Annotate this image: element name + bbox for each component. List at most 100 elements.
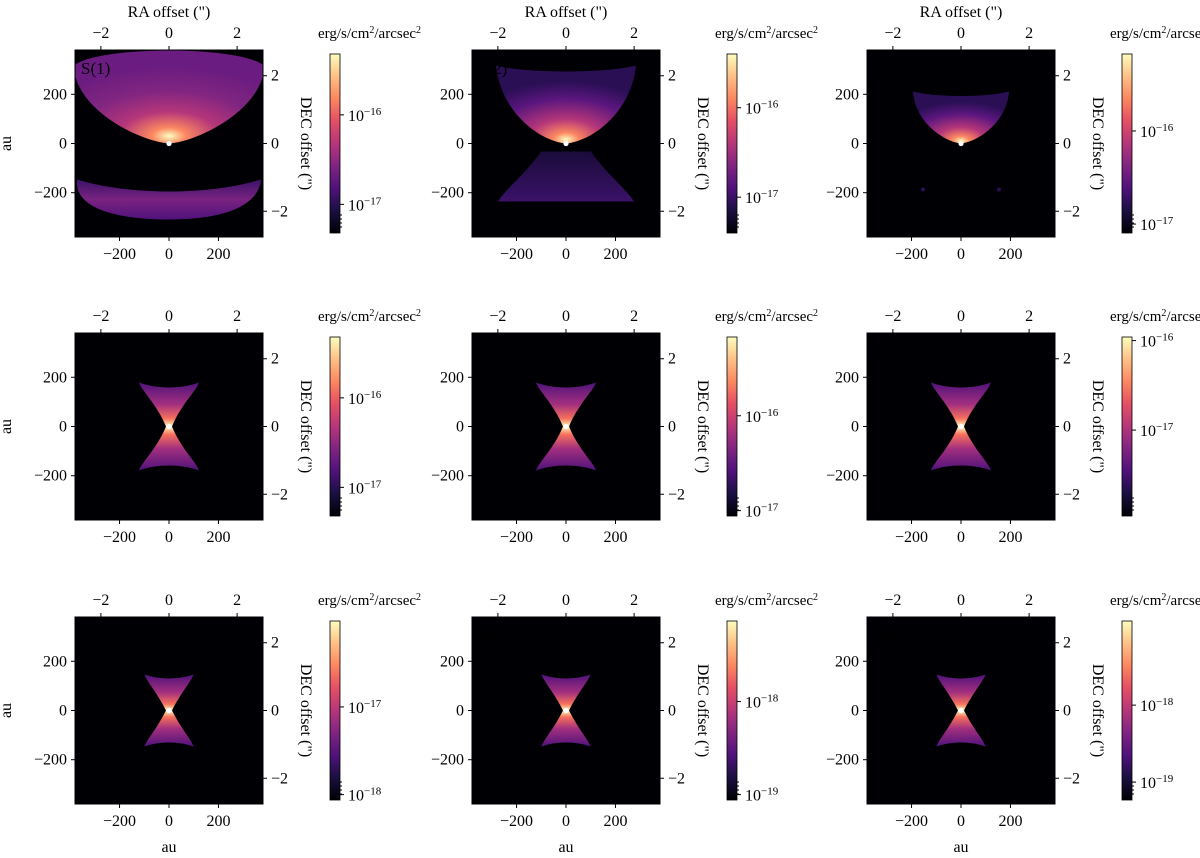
colorbar-tick-exp: −19: [761, 786, 779, 798]
colorbar-tick-label: 10−18: [1140, 696, 1174, 715]
y-tick-label: 200: [43, 86, 67, 103]
colorbar-label-sup: 2: [416, 592, 421, 603]
top-tick-label: 0: [957, 308, 965, 325]
y-tick-label: −200: [826, 185, 859, 202]
panel-title: S(2): [478, 59, 507, 78]
x-tick-label: 200: [206, 529, 230, 546]
colorbar-tick-base: 10: [745, 504, 761, 521]
x-tick-label: −200: [895, 529, 928, 546]
colorbar-gradient: [1121, 53, 1133, 234]
x-tick-label: 0: [165, 246, 173, 263]
colorbar-tick-exp: −17: [364, 478, 382, 490]
colorbar-gradient: [726, 620, 738, 801]
right-tick-label: −2: [271, 486, 288, 503]
central-source: [958, 140, 964, 147]
colorbar-label-part: /arcsec: [374, 309, 416, 325]
colorbar-tick-label: 10−19: [745, 786, 779, 805]
colorbar-label-sup: 2: [766, 25, 771, 36]
colorbar-tick-label: 10−16: [1140, 332, 1174, 351]
bottom-au-label: au: [953, 839, 968, 856]
x-tick-label: 0: [562, 529, 570, 546]
emission-map: [541, 674, 591, 747]
colorbar-label-sup: 2: [369, 592, 374, 603]
right-tick-label: 2: [1063, 351, 1071, 368]
colorbar-tick-exp: −18: [364, 786, 382, 798]
right-tick-label: 0: [1063, 136, 1071, 153]
x-tick-label: 0: [562, 813, 570, 830]
heatmap-panel: S(1) −200 0 200 200 0 −200 −2 0 2 2 0 −2 DEC offset (…: [0, 4, 421, 263]
right-tick-label: 2: [1063, 635, 1071, 652]
upper-lobe: [144, 674, 194, 711]
colorbar-label-part: erg/s/cm: [1110, 26, 1162, 42]
x-tick-label: −200: [103, 813, 136, 830]
upper-lobe: [496, 65, 636, 144]
top-tick-label: 0: [957, 25, 965, 42]
y-tick-label: 200: [440, 369, 464, 386]
x-tick-label: 0: [165, 813, 173, 830]
colorbar-tick-label: 10−18: [348, 786, 382, 805]
colorbar-label-sup: 2: [369, 308, 374, 319]
colorbar-label: erg/s/cm2/arcsec2: [318, 308, 421, 326]
right-tick-label: 2: [668, 635, 676, 652]
y-tick-label: 200: [835, 369, 859, 386]
right-tick-label: −2: [668, 486, 685, 503]
colorbar-label-sup: 2: [416, 308, 421, 319]
dec-axis-label: DEC offset ("): [694, 664, 711, 757]
colorbar-tick-base: 10: [348, 391, 364, 408]
x-tick-label: −200: [103, 529, 136, 546]
right-tick-label: −2: [668, 770, 685, 787]
dec-axis-label: DEC offset ("): [1089, 380, 1106, 473]
colorbar-label-part: /arcsec: [1166, 593, 1200, 609]
right-tick-label: 2: [271, 635, 279, 652]
colorbar-tick-base: 10: [1140, 423, 1156, 440]
x-tick-label: −200: [500, 529, 533, 546]
panel-title: S(6): [873, 342, 902, 361]
top-tick-label: 0: [562, 308, 570, 325]
colorbar-tick-base: 10: [348, 108, 364, 125]
right-tick-label: 2: [668, 68, 676, 85]
ra-axis-label: RA offset ("): [525, 4, 608, 21]
y-tick-label: 0: [456, 136, 464, 153]
y-tick-label: −200: [34, 752, 67, 769]
colorbar-tick-base: 10: [745, 788, 761, 805]
right-tick-label: −2: [271, 203, 288, 220]
colorbar-tick-label: 10−16: [348, 389, 382, 408]
colorbar-label-part: /arcsec: [1166, 309, 1200, 325]
colorbar-tick-base: 10: [1140, 217, 1156, 234]
y-tick-label: −200: [34, 185, 67, 202]
x-tick-label: 200: [206, 246, 230, 263]
x-tick-label: 200: [998, 529, 1022, 546]
upper-lobe: [913, 91, 1009, 144]
colorbar-gradient: [1121, 620, 1133, 801]
right-tick-label: 0: [271, 419, 279, 436]
colorbar-tick-exp: −19: [1156, 773, 1174, 785]
right-tick-label: −2: [271, 770, 288, 787]
y-tick-label: 200: [835, 653, 859, 670]
heatmap-panel: S(6) −200 0 200 200 0 −200 −2 0 2 2 0 −2 DEC offset (…: [826, 308, 1200, 547]
colorbar-tick-label: 10−17: [1140, 215, 1174, 234]
right-tick-label: 0: [668, 136, 676, 153]
x-tick-label: 200: [603, 529, 627, 546]
y-tick-label: 0: [59, 419, 67, 436]
top-tick-label: 0: [165, 25, 173, 42]
colorbar-tick-exp: −16: [1156, 122, 1174, 134]
colorbar-label-sup: 2: [1161, 25, 1166, 36]
heatmap-panel: S(8) −200 0 200 200 0 −200 −2 0 2 2 0 −2 DEC offset (…: [431, 592, 818, 857]
panel-title: S(3): [873, 59, 902, 78]
upper-lobe: [936, 674, 986, 711]
x-tick-label: −200: [500, 246, 533, 263]
lower-lobe: [76, 179, 261, 220]
dec-axis-label: DEC offset ("): [694, 380, 711, 473]
bottom-au-label: au: [161, 839, 176, 856]
colorbar-label-part: /arcsec: [771, 26, 813, 42]
colorbar-gradient: [726, 336, 738, 517]
colorbar-label-part: erg/s/cm: [715, 309, 767, 325]
central-source: [958, 707, 964, 714]
top-tick-label: −2: [884, 592, 901, 609]
top-tick-label: −2: [884, 308, 901, 325]
x-tick-label: 0: [957, 813, 965, 830]
